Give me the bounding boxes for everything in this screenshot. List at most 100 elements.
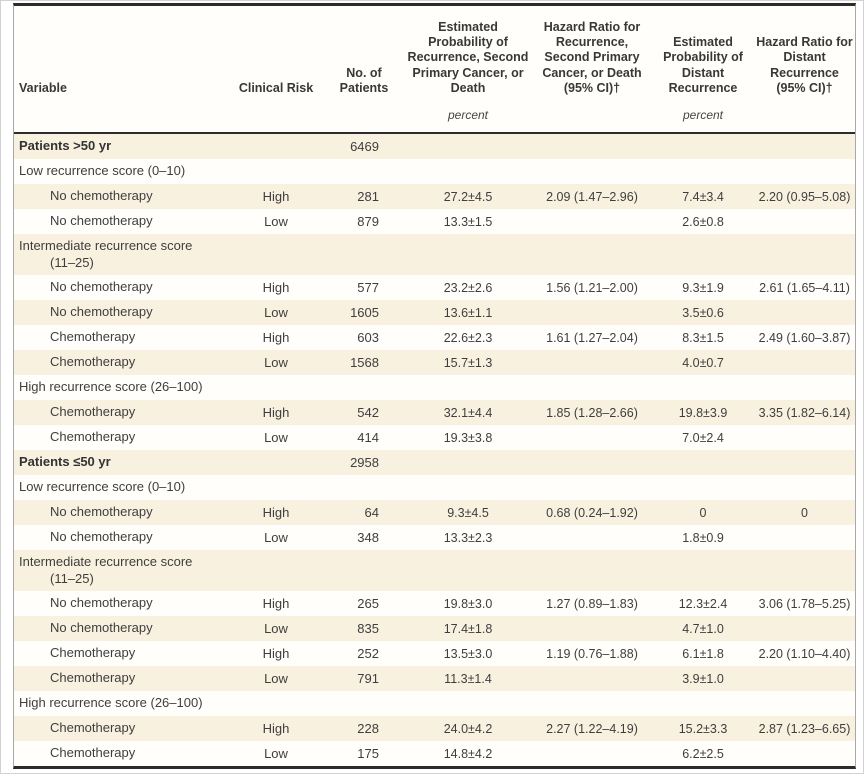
cell-prob-recurrence: 13.5±3.0 (443, 646, 493, 661)
cell-clinical-risk: Low (264, 621, 288, 636)
cell-variable: High recurrence score (26–100) (19, 695, 203, 711)
cell-variable: No chemotherapy (50, 304, 153, 320)
cell-patients: 879 (357, 214, 379, 229)
cell-hr-recurrence: 2.09 (1.47–2.96) (546, 189, 638, 204)
cell-prob-recurrence: 17.4±1.8 (443, 621, 493, 636)
column-header-hr-recurrence: Hazard Ratio for Recurrence, Second Prim… (542, 19, 642, 95)
cell-patients: 281 (357, 189, 379, 204)
cell-clinical-risk: Low (264, 355, 288, 370)
table-body: Patients >50 yr 6469 Low recurrence score … (14, 134, 855, 766)
cell-variable: Patients ≤50 yr (19, 454, 111, 470)
cell-prob-distant: 1.8±0.9 (682, 530, 724, 545)
cell-variable: Chemotherapy (50, 329, 136, 345)
cell-prob-recurrence: 9.3±4.5 (447, 505, 489, 520)
table-row: Chemotherapy Low 175 14.8±4.2 6.2±2.5 (14, 741, 855, 766)
cell-patients: 228 (357, 721, 379, 736)
cell-clinical-risk: High (262, 280, 290, 295)
cell-prob-distant: 15.2±3.3 (678, 721, 728, 736)
cell-clinical-risk: High (262, 646, 290, 661)
cell-variable: No chemotherapy (50, 504, 153, 520)
table-header: Variable Clinical Risk No. of Patients E… (14, 6, 855, 98)
cell-prob-distant: 2.6±0.8 (682, 214, 724, 229)
table-row: Low recurrence score (0–10) (14, 159, 855, 184)
cell-variable: Chemotherapy (50, 645, 136, 661)
table-row: No chemotherapy High 64 9.3±4.5 0.68 (0.24–1… (14, 500, 855, 525)
cell-hr-distant: 2.49 (1.60–3.87) (758, 330, 851, 345)
cell-prob-distant: 4.0±0.7 (682, 355, 724, 370)
cell-patients: 791 (357, 671, 379, 686)
cell-prob-recurrence: 15.7±1.3 (443, 355, 493, 370)
cell-clinical-risk: Low (264, 671, 288, 686)
table-row: High recurrence score (26–100) (14, 375, 855, 400)
column-header-patients: No. of Patients (339, 65, 389, 95)
table-row: No chemotherapy High 577 23.2±2.6 1.56 (1.21… (14, 275, 855, 300)
cell-variable: Low recurrence score (0–10) (19, 479, 186, 495)
table-row: No chemotherapy Low 348 13.3±2.3 1.8±0.9 (14, 525, 855, 550)
cell-patients: 1568 (350, 355, 379, 370)
cell-variable: No chemotherapy (50, 213, 153, 229)
table-row: No chemotherapy Low 835 17.4±1.8 4.7±1.0 (14, 616, 855, 641)
cell-variable: Chemotherapy (50, 720, 136, 736)
cell-hr-distant: 2.61 (1.65–4.11) (759, 280, 850, 295)
cell-clinical-risk: High (262, 405, 290, 420)
table-row: Chemotherapy Low 414 19.3±3.8 7.0±2.4 (14, 425, 855, 450)
cell-hr-recurrence: 0.68 (0.24–1.92) (546, 505, 638, 520)
cell-patients: 64 (364, 505, 379, 520)
cell-variable: High recurrence score (26–100) (19, 379, 203, 395)
cell-clinical-risk: Low (264, 214, 288, 229)
column-header-prob-recurrence: Estimated Probability of Recurrence, Sec… (407, 19, 529, 95)
units-row: percent percent (14, 98, 855, 134)
cell-prob-distant: 3.5±0.6 (682, 305, 724, 320)
cell-hr-distant: 3.35 (1.82–6.14) (758, 405, 851, 420)
table-row: No chemotherapy High 265 19.8±3.0 1.27 (0.89… (14, 591, 855, 616)
cell-hr-recurrence: 1.27 (0.89–1.83) (546, 596, 638, 611)
table-row: Chemotherapy High 228 24.0±4.2 2.27 (1.22–4.… (14, 716, 855, 741)
cell-variable: Patients >50 yr (19, 138, 112, 154)
cell-hr-recurrence: 1.56 (1.21–2.00) (546, 280, 638, 295)
cell-variable: No chemotherapy (50, 188, 153, 204)
cell-prob-recurrence: 32.1±4.4 (443, 405, 493, 420)
cell-prob-recurrence: 13.3±2.3 (443, 530, 493, 545)
table-row: Intermediate recurrence score (11–25) (14, 550, 855, 591)
cell-clinical-risk: High (262, 721, 290, 736)
cell-prob-recurrence: 11.3±1.4 (444, 671, 492, 686)
cell-patients: 603 (357, 330, 379, 345)
cell-clinical-risk: Low (264, 746, 288, 761)
cell-prob-distant: 9.3±1.9 (682, 280, 724, 295)
cell-prob-distant: 6.2±2.5 (682, 746, 724, 761)
results-table: Variable Clinical Risk No. of Patients E… (13, 3, 856, 769)
cell-clinical-risk: High (262, 189, 290, 204)
cell-clinical-risk: High (262, 330, 290, 345)
cell-clinical-risk: Low (264, 430, 288, 445)
cell-clinical-risk: Low (264, 530, 288, 545)
cell-clinical-risk: Low (264, 305, 288, 320)
cell-prob-recurrence: 13.6±1.1 (443, 305, 493, 320)
cell-patients: 265 (357, 596, 379, 611)
cell-variable: Chemotherapy (50, 670, 136, 686)
cell-prob-distant: 3.9±1.0 (682, 671, 724, 686)
cell-patients: 835 (357, 621, 379, 636)
table-row: Chemotherapy High 542 32.1±4.4 1.85 (1.28–2.… (14, 400, 855, 425)
cell-prob-distant: 7.4±3.4 (682, 189, 724, 204)
cell-prob-recurrence: 19.3±3.8 (443, 430, 493, 445)
cell-variable: No chemotherapy (50, 529, 153, 545)
table-row: Chemotherapy High 252 13.5±3.0 1.19 (0.76–1.… (14, 641, 855, 666)
cell-variable: No chemotherapy (50, 620, 153, 636)
cell-variable: Chemotherapy (50, 745, 136, 761)
cell-prob-recurrence: 24.0±4.2 (443, 721, 493, 736)
table-row: Chemotherapy Low 791 11.3±1.4 3.9±1.0 (14, 666, 855, 691)
cell-patients: 348 (357, 530, 379, 545)
cell-prob-recurrence: 13.3±1.5 (443, 214, 493, 229)
table-row: Chemotherapy High 603 22.6±2.3 1.61 (1.27–2.… (14, 325, 855, 350)
cell-variable: Intermediate recurrence score (11–25) (19, 553, 193, 586)
cell-prob-recurrence: 27.2±4.5 (443, 189, 493, 204)
cell-hr-distant: 3.06 (1.78–5.25) (758, 596, 851, 611)
cell-hr-recurrence: 2.27 (1.22–4.19) (546, 721, 638, 736)
cell-patients: 2958 (350, 455, 379, 470)
cell-variable: No chemotherapy (50, 279, 153, 295)
cell-prob-recurrence: 23.2±2.6 (443, 280, 493, 295)
table-row: No chemotherapy Low 1605 13.6±1.1 3.5±0.6 (14, 300, 855, 325)
cell-variable: Chemotherapy (50, 429, 136, 445)
cell-patients: 414 (357, 430, 379, 445)
